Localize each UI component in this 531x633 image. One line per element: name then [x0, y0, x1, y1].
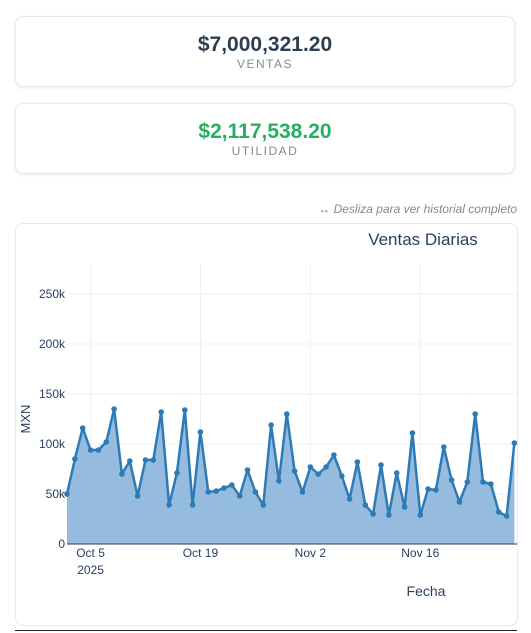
- data-point[interactable]: [142, 457, 149, 463]
- data-point[interactable]: [409, 430, 416, 436]
- y-axis-title: MXN: [18, 405, 33, 434]
- data-point[interactable]: [488, 481, 494, 487]
- data-point[interactable]: [221, 485, 227, 491]
- data-point[interactable]: [79, 425, 86, 431]
- sales-area: [67, 409, 515, 544]
- data-point[interactable]: [189, 502, 196, 508]
- data-point[interactable]: [197, 429, 204, 435]
- data-point[interactable]: [284, 411, 290, 417]
- data-point[interactable]: [386, 512, 392, 518]
- data-point[interactable]: [244, 467, 251, 473]
- ventas-value: $7,000,321.20: [197, 33, 333, 56]
- data-point[interactable]: [268, 422, 274, 428]
- x-tick-label: Oct 19: [183, 546, 219, 560]
- data-point[interactable]: [480, 479, 486, 485]
- axes: 0 50k 100k 150k 200k 250k Oct 5 2025 Oct 19 Nov 2…: [39, 287, 517, 577]
- chart-title: Ventas Diarias: [368, 230, 478, 249]
- data-point[interactable]: [134, 493, 141, 499]
- ventas-card: $7,000,321.20 VENTAS: [15, 16, 515, 87]
- utilidad-card: $2,117,538.20 UTILIDAD: [15, 103, 515, 174]
- scroll-hint: ↔ Desliza para ver historial completo: [318, 202, 517, 216]
- data-point[interactable]: [276, 478, 282, 484]
- data-point[interactable]: [103, 439, 110, 445]
- data-point[interactable]: [299, 489, 306, 495]
- data-point[interactable]: [252, 489, 259, 495]
- y-tick-label: 200k: [39, 337, 66, 351]
- y-tick-label: 250k: [39, 287, 66, 301]
- chart-svg[interactable]: Ventas Diarias 0 50k 100k 150k 200k 250k Oct 5…: [16, 224, 518, 626]
- data-point[interactable]: [174, 470, 180, 476]
- data-point[interactable]: [496, 509, 502, 515]
- data-point[interactable]: [205, 489, 212, 495]
- data-point[interactable]: [323, 464, 329, 470]
- data-point[interactable]: [464, 479, 471, 485]
- grid: [67, 264, 517, 544]
- data-point[interactable]: [511, 440, 518, 446]
- data-point[interactable]: [166, 502, 172, 508]
- data-point[interactable]: [182, 407, 188, 413]
- data-point[interactable]: [472, 411, 479, 417]
- data-point[interactable]: [213, 488, 219, 494]
- data-point[interactable]: [111, 406, 117, 412]
- data-point[interactable]: [417, 512, 424, 518]
- data-point[interactable]: [95, 447, 102, 453]
- utilidad-label: UTILIDAD: [231, 144, 299, 158]
- y-tick-label: 150k: [39, 387, 66, 401]
- data-point[interactable]: [236, 493, 243, 499]
- x-tick-label: Nov 16: [401, 546, 439, 560]
- x-tick-label: Nov 2: [295, 546, 327, 560]
- data-point[interactable]: [354, 459, 361, 465]
- x-axis-title: Fecha: [407, 583, 446, 599]
- data-point[interactable]: [127, 458, 133, 464]
- utilidad-value: $2,117,538.20: [198, 120, 332, 143]
- sales-line[interactable]: [65, 407, 516, 518]
- data-point[interactable]: [378, 462, 384, 468]
- ventas-label: VENTAS: [236, 57, 294, 71]
- data-point[interactable]: [260, 502, 267, 508]
- data-point[interactable]: [362, 502, 369, 508]
- data-point[interactable]: [158, 409, 164, 415]
- data-point[interactable]: [441, 444, 447, 450]
- ventas-chart[interactable]: Ventas Diarias 0 50k 100k 150k 200k 250k Oct 5…: [15, 223, 518, 626]
- data-point[interactable]: [64, 491, 70, 497]
- data-point[interactable]: [150, 457, 157, 463]
- data-point[interactable]: [425, 486, 431, 492]
- x-tick-sublabel: 2025: [77, 563, 104, 577]
- data-point[interactable]: [503, 513, 510, 519]
- data-point[interactable]: [346, 496, 353, 502]
- y-tick-label: 100k: [39, 437, 66, 451]
- data-point[interactable]: [72, 456, 78, 462]
- data-point[interactable]: [307, 464, 314, 470]
- data-point[interactable]: [370, 511, 376, 517]
- data-point[interactable]: [401, 504, 408, 510]
- y-tick-label: 50k: [46, 487, 66, 501]
- x-tick-label: Oct 5: [76, 546, 105, 560]
- data-point[interactable]: [87, 447, 94, 453]
- data-point[interactable]: [291, 468, 298, 474]
- data-point[interactable]: [448, 477, 455, 483]
- data-point[interactable]: [119, 471, 125, 477]
- data-point[interactable]: [393, 470, 400, 476]
- data-point[interactable]: [229, 482, 235, 488]
- data-point[interactable]: [339, 473, 345, 479]
- bottom-divider: [15, 630, 517, 631]
- data-point[interactable]: [456, 499, 463, 505]
- data-points[interactable]: [64, 406, 517, 519]
- data-point[interactable]: [433, 487, 439, 493]
- data-point[interactable]: [331, 452, 337, 458]
- y-tick-label: 0: [58, 537, 65, 551]
- data-point[interactable]: [315, 471, 322, 477]
